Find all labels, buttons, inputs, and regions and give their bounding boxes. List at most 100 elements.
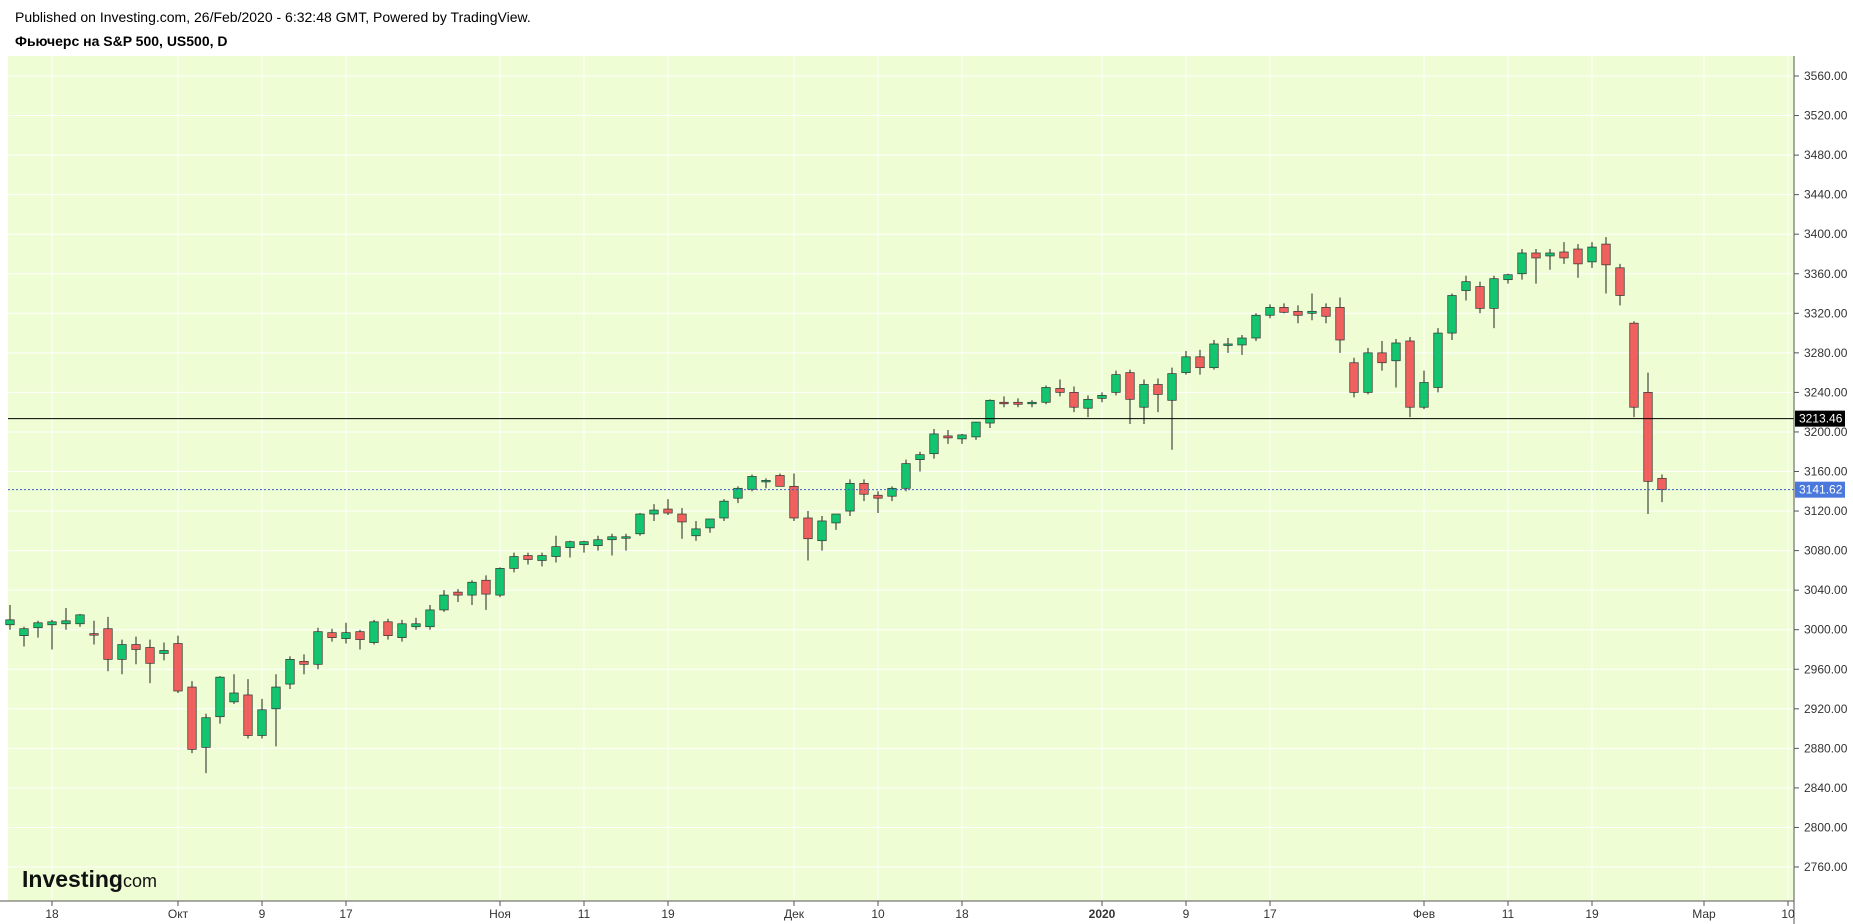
- y-tick-label: 3320.00: [1804, 306, 1848, 320]
- candle-body-up: [1251, 314, 1261, 339]
- candle: [257, 698, 267, 739]
- candle: [271, 674, 281, 747]
- candle: [1237, 335, 1247, 355]
- candle: [19, 626, 29, 647]
- candle: [397, 619, 407, 642]
- candle: [747, 474, 757, 492]
- x-tick-label: 18: [955, 907, 969, 921]
- candle-body-up: [33, 622, 43, 629]
- candle-body-up: [1111, 374, 1121, 393]
- candle-body-up: [467, 581, 477, 596]
- plot-area[interactable]: [8, 56, 1794, 901]
- candle-body-down: [299, 660, 309, 665]
- candle: [1167, 367, 1177, 450]
- candle-body-down: [1293, 310, 1303, 316]
- x-axis: 18 Окт 9 17 Ноя 11 19 Дек 10 18 2020 9 17 Фев 11 19 Мар 1…: [45, 901, 1795, 921]
- candle: [1027, 400, 1037, 408]
- candle-body-up: [495, 568, 505, 596]
- candle: [1181, 350, 1191, 375]
- candle: [523, 552, 533, 565]
- candle: [1111, 370, 1121, 396]
- candle-body-up: [551, 546, 561, 557]
- level-lines: [8, 418, 1794, 491]
- candle: [117, 639, 127, 675]
- candle-body-up: [915, 454, 925, 460]
- y-tick-label: 2920.00: [1804, 702, 1848, 716]
- x-tick-label: 10: [871, 907, 885, 921]
- candle: [859, 479, 869, 502]
- candle: [761, 478, 771, 489]
- candle: [593, 535, 603, 551]
- candle: [229, 674, 239, 704]
- candle: [1559, 242, 1569, 264]
- candle: [1055, 379, 1065, 397]
- candle-body-up: [159, 650, 169, 654]
- candle: [803, 511, 813, 561]
- candle-body-down: [1405, 340, 1415, 408]
- candle: [565, 540, 575, 558]
- candle-body-up: [1167, 373, 1177, 401]
- candle-body-down: [859, 483, 869, 495]
- candle-body-down: [1629, 322, 1639, 408]
- y-tick-label: 3240.00: [1804, 385, 1848, 399]
- candle: [215, 676, 225, 724]
- candle: [1349, 357, 1359, 398]
- candle: [775, 473, 785, 487]
- candle: [103, 616, 113, 672]
- candle-body-down: [1153, 384, 1163, 395]
- candle: [495, 567, 505, 598]
- candle-body-up: [747, 476, 757, 490]
- candle: [957, 433, 967, 444]
- candle: [943, 429, 953, 444]
- candle: [1097, 392, 1107, 403]
- candle-body-up: [649, 509, 659, 515]
- candle: [75, 613, 85, 627]
- candle: [285, 656, 295, 690]
- y-axis: 3560.00 3520.00 3480.00 3440.00 3400.00 3360.…: [1794, 69, 1848, 874]
- candle-body-up: [1181, 356, 1191, 373]
- candle-body-up: [733, 487, 743, 499]
- candle: [1391, 339, 1401, 388]
- candle-body-up: [705, 518, 715, 529]
- candle: [1363, 347, 1373, 395]
- candle: [551, 535, 561, 563]
- x-tick-label: 18: [45, 907, 59, 921]
- y-tick-label: 3000.00: [1804, 623, 1848, 637]
- chart-symbol-title: Фьючерс на S&P 500, US500, D: [15, 33, 228, 49]
- candle-body-up: [425, 609, 435, 628]
- y-tick-label: 2840.00: [1804, 781, 1848, 795]
- candle-body-up: [411, 623, 421, 628]
- candle-body-down: [775, 475, 785, 487]
- candle: [1643, 372, 1653, 515]
- candle: [47, 619, 57, 650]
- candle: [313, 627, 323, 670]
- candle-body-down: [1349, 362, 1359, 393]
- candle-body-up: [1461, 281, 1471, 291]
- candle: [607, 533, 617, 556]
- candle-body-down: [383, 621, 393, 636]
- x-tick-label: Фев: [1413, 907, 1435, 921]
- x-tick-label: 9: [259, 907, 266, 921]
- candle-body-up: [271, 686, 281, 710]
- candle-body-up: [285, 659, 295, 685]
- candle: [663, 499, 673, 516]
- x-tick-label: 2020: [1089, 907, 1116, 921]
- candle-body-up: [1209, 343, 1219, 369]
- candle: [999, 396, 1009, 408]
- candle-body-down: [943, 435, 953, 439]
- x-tick-label: Ноя: [489, 907, 511, 921]
- candle-body-up: [201, 717, 211, 748]
- candle-body-up: [1447, 295, 1457, 334]
- candle: [579, 540, 589, 553]
- candle-body-up: [579, 541, 589, 546]
- x-tick-label: 9: [1183, 907, 1190, 921]
- candle-body-up: [957, 434, 967, 440]
- candle-body-up: [509, 556, 519, 569]
- candle: [1573, 244, 1583, 278]
- candle-body-down: [1377, 352, 1387, 364]
- candle-body-down: [1335, 307, 1345, 341]
- candle: [1475, 281, 1485, 314]
- x-tick-label: 11: [578, 907, 591, 921]
- candle: [789, 473, 799, 521]
- price-badge-label: 3141.62: [1799, 483, 1843, 497]
